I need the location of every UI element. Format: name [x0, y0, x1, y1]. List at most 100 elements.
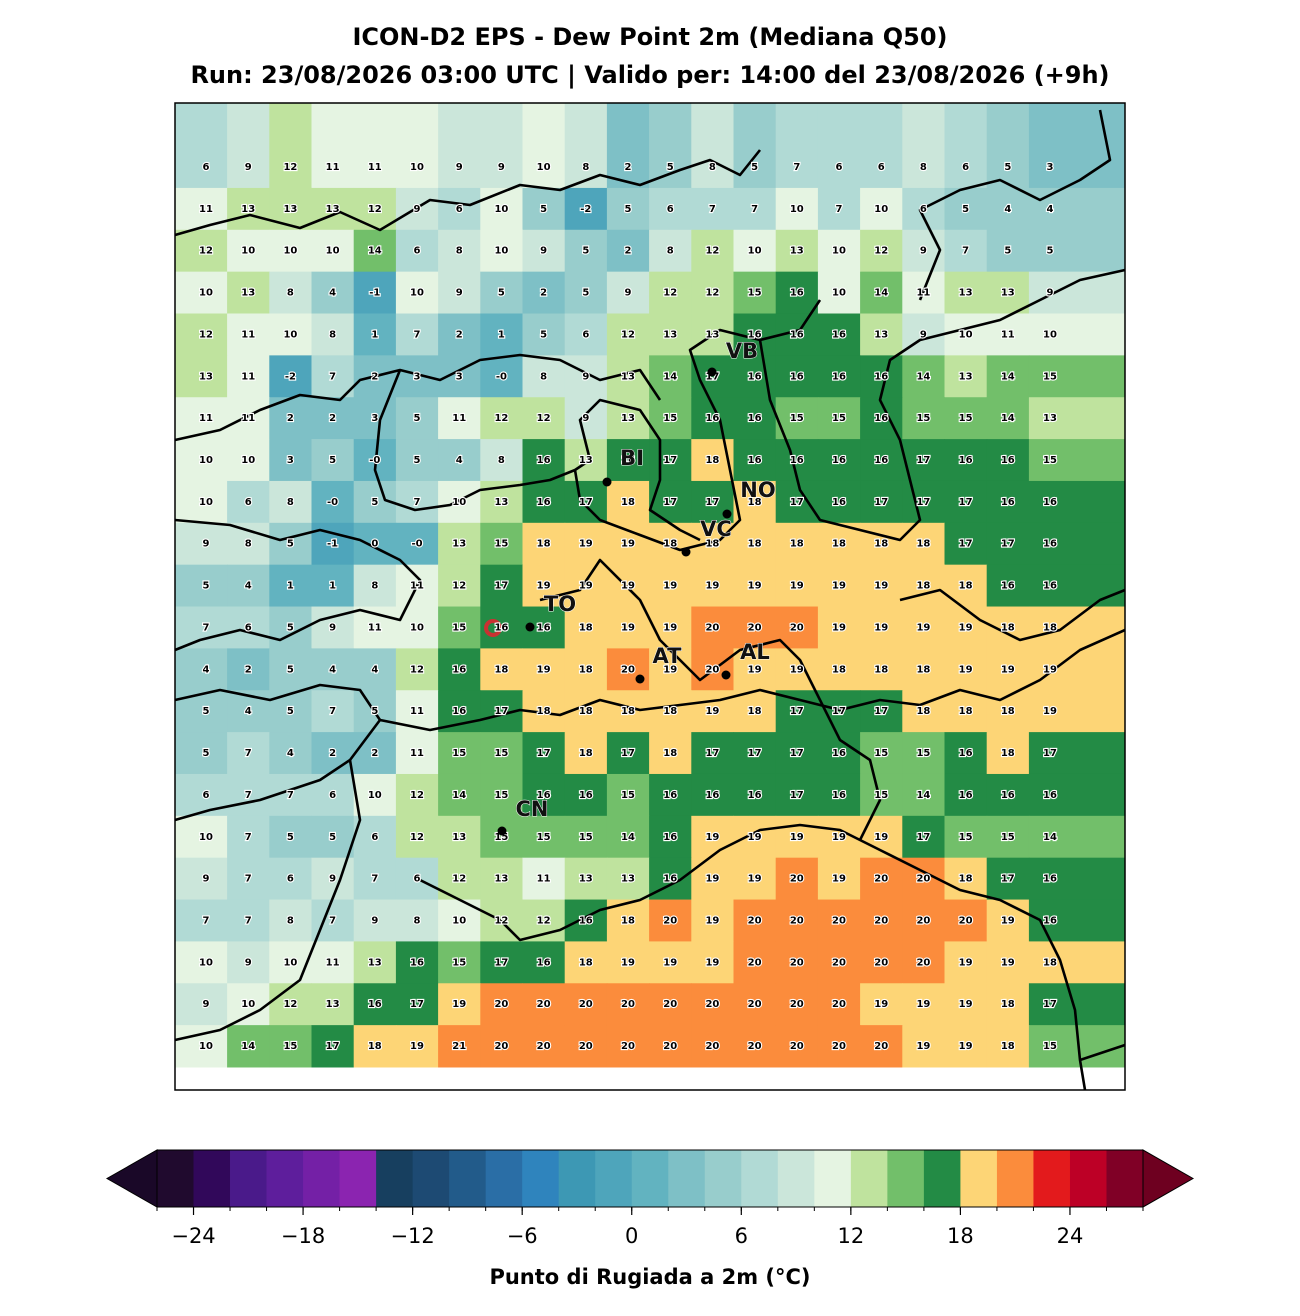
- grid-value: 2: [245, 664, 252, 675]
- field-cell: [353, 815, 397, 859]
- field-cell: [353, 773, 397, 817]
- grid-value: 5: [582, 246, 589, 257]
- grid-value: 18: [663, 706, 677, 717]
- grid-value: 5: [329, 832, 336, 843]
- field-cell: [817, 229, 861, 273]
- field-cell: [175, 857, 228, 901]
- grid-value: 16: [790, 329, 804, 340]
- field-cell: [944, 732, 988, 775]
- grid-value: 11: [199, 204, 213, 215]
- grid-value: 6: [878, 162, 885, 173]
- grid-value: 20: [874, 957, 888, 968]
- grid-value: 18: [916, 706, 930, 717]
- grid-value: 13: [874, 329, 888, 340]
- grid-value: 10: [832, 288, 846, 299]
- field-cell: [522, 773, 566, 817]
- grid-value: 4: [329, 288, 336, 299]
- field-cell: [986, 941, 1030, 984]
- grid-value: 17: [1043, 999, 1057, 1010]
- field-cell: [606, 857, 650, 901]
- grid-value: 9: [203, 999, 210, 1010]
- colorbar-box: [485, 1150, 523, 1207]
- grid-value: 6: [245, 497, 252, 508]
- grid-value: 6: [456, 204, 463, 215]
- field-cell: [395, 815, 439, 859]
- field-cell: [902, 732, 945, 775]
- grid-value: 6: [962, 162, 969, 173]
- field-cell: [438, 815, 481, 859]
- colorbar-box: [412, 1150, 450, 1207]
- field-cell: [1028, 229, 1126, 273]
- colorbar-tick-label: 0: [625, 1224, 638, 1248]
- grid-value: 9: [371, 915, 378, 926]
- field-cell: [353, 941, 397, 984]
- field-cell: [691, 564, 734, 608]
- grid-value: 16: [1043, 581, 1057, 592]
- field-cell: [1028, 397, 1126, 440]
- grid-value: 16: [1043, 539, 1057, 550]
- grid-value: 18: [1001, 622, 1015, 633]
- field-cell: [175, 732, 228, 775]
- grid-value: 13: [494, 497, 508, 508]
- grid-value: 6: [245, 622, 252, 633]
- field-cell: [1028, 271, 1126, 315]
- grid-value: 13: [1043, 413, 1057, 424]
- grid-value: 2: [287, 413, 294, 424]
- grid-value: 11: [410, 748, 424, 759]
- grid-value: 19: [663, 581, 677, 592]
- field-cell: [227, 857, 270, 901]
- grid-value: 14: [874, 288, 888, 299]
- map-frame: [174, 102, 1126, 1091]
- field-cell: [986, 271, 1030, 315]
- grid-value: 10: [199, 455, 213, 466]
- field-cell: [564, 606, 608, 649]
- grid-value: 16: [494, 622, 508, 633]
- field-cell: [1028, 313, 1126, 356]
- grid-value: 16: [452, 706, 466, 717]
- grid-value: 16: [579, 915, 593, 926]
- field-cell: [522, 1025, 566, 1068]
- grid-value: 18: [916, 664, 930, 675]
- field-cell: [480, 439, 523, 482]
- field-cell: [522, 732, 566, 775]
- grid-value: 19: [916, 999, 930, 1010]
- grid-value: 19: [1001, 915, 1015, 926]
- grid-value: 7: [245, 832, 252, 843]
- field-cell: [227, 899, 270, 942]
- grid-value: 15: [283, 1041, 297, 1052]
- field-cell: [522, 857, 566, 901]
- grid-value: 15: [494, 790, 508, 801]
- grid-value: 7: [414, 329, 421, 340]
- field-cell: [175, 103, 228, 189]
- grid-value: 13: [199, 371, 213, 382]
- field-cell: [649, 648, 692, 691]
- grid-value: 3: [287, 455, 294, 466]
- grid-value: 17: [1001, 874, 1015, 885]
- grid-value: 17: [916, 832, 930, 843]
- grid-value: 18: [663, 539, 677, 550]
- grid-value: 5: [540, 329, 547, 340]
- grid-value: 6: [414, 246, 421, 257]
- grid-value: 15: [916, 413, 930, 424]
- grid-value: 19: [579, 581, 593, 592]
- field-cell: [944, 857, 988, 901]
- field-cell: [606, 271, 650, 315]
- field-cell: [395, 397, 439, 440]
- grid-value: 19: [832, 581, 846, 592]
- field-cell: [438, 103, 481, 189]
- field-cell: [522, 187, 566, 231]
- colorbar-box: [1069, 1150, 1107, 1207]
- colorbar: −24 −18 −12 −6 0 6 12 18 24: [105, 1149, 1195, 1248]
- grid-value: 6: [203, 162, 210, 173]
- grid-value: 14: [1043, 832, 1057, 843]
- grid-value: 19: [410, 1041, 424, 1052]
- field-cell: [480, 857, 523, 901]
- colorbar-tick-label: 24: [1057, 1224, 1084, 1248]
- colorbar-box: [704, 1150, 742, 1207]
- field-cell: [395, 313, 439, 356]
- field-cell: [606, 648, 650, 691]
- field-cell: [353, 732, 397, 775]
- grid-value: 16: [959, 790, 973, 801]
